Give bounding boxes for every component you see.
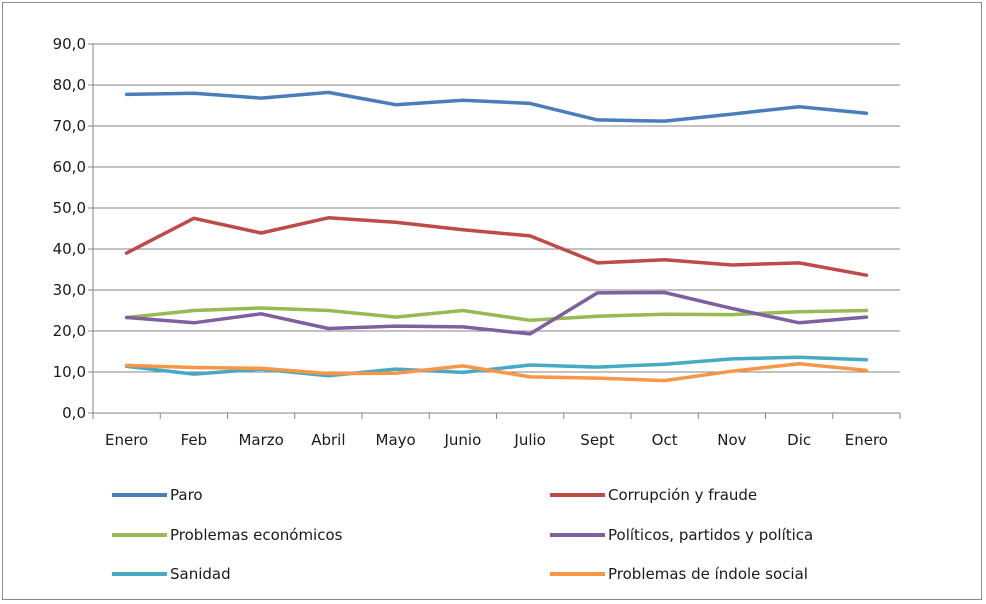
x-tick-label: Junio xyxy=(443,431,481,449)
y-tick-label: 10,0 xyxy=(53,363,86,381)
series-line xyxy=(124,290,869,336)
y-tick-label: 80,0 xyxy=(53,76,86,94)
legend-label: Corrupción y fraude xyxy=(608,486,757,504)
x-tick-label: Julio xyxy=(513,431,545,449)
legend-label: Políticos, partidos y política xyxy=(608,526,813,544)
x-tick-label: Mayo xyxy=(376,431,416,449)
x-tick-label: Sept xyxy=(580,431,614,449)
series-line xyxy=(124,216,869,277)
x-axis-ticks: Enero Feb Marzo Abril Mayo Junio Julio Sept Oct N… xyxy=(105,431,888,449)
x-tick-label: Nov xyxy=(717,431,746,449)
x-tick-label: Abril xyxy=(311,431,345,449)
series-line xyxy=(124,90,869,123)
legend-label: Paro xyxy=(170,486,203,504)
y-tick-label: 20,0 xyxy=(53,322,86,340)
y-tick-label: 90,0 xyxy=(53,35,86,53)
axes xyxy=(88,43,901,419)
legend-label: Problemas económicos xyxy=(170,526,343,544)
series-line xyxy=(124,306,869,323)
y-tick-label: 30,0 xyxy=(53,281,86,299)
y-tick-label: 60,0 xyxy=(53,158,86,176)
series-line xyxy=(124,362,869,383)
y-axis-ticks: 0,0 10,0 20,0 30,0 40,0 50,0 60,0 70,0 80,0 90,0 xyxy=(53,35,86,422)
y-tick-label: 0,0 xyxy=(62,404,86,422)
x-tick-label: Dic xyxy=(787,431,811,449)
x-tick-label: Oct xyxy=(652,431,678,449)
legend-label: Sanidad xyxy=(170,565,231,583)
x-tick-label: Enero xyxy=(845,431,888,449)
legend-label: Problemas de índole social xyxy=(608,565,808,583)
y-tick-label: 40,0 xyxy=(53,240,86,258)
y-tick-label: 70,0 xyxy=(53,117,86,135)
series-line xyxy=(124,355,869,378)
x-tick-label: Feb xyxy=(181,431,208,449)
x-tick-label: Enero xyxy=(105,431,148,449)
x-tick-label: Marzo xyxy=(238,431,283,449)
series-lines xyxy=(124,90,869,383)
y-tick-label: 50,0 xyxy=(53,199,86,217)
legend: Paro Corrupción y fraude Problemas económi… xyxy=(112,486,813,583)
